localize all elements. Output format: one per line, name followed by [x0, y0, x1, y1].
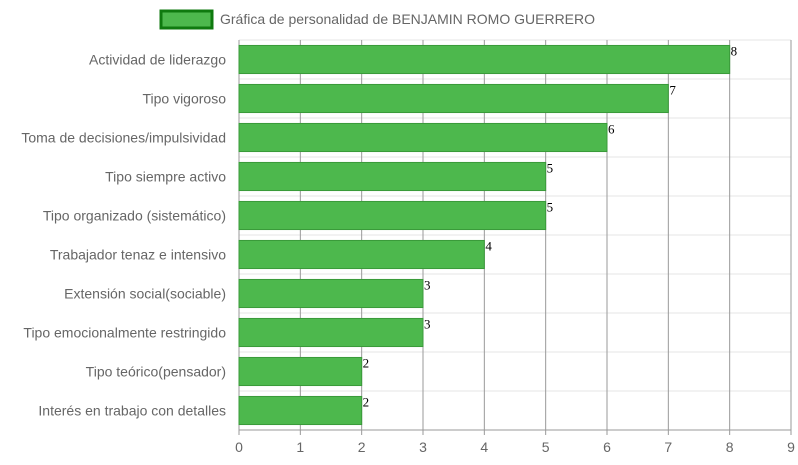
category-label: Tipo siempre activo — [105, 169, 226, 185]
x-tick-label: 9 — [787, 439, 795, 455]
category-label: Actividad de liderazgo — [89, 52, 226, 68]
bar[interactable] — [238, 356, 363, 387]
data-label: 2 — [363, 395, 370, 410]
category-label: Tipo emocionalmente restringido — [23, 325, 226, 341]
x-tick-label: 5 — [542, 439, 550, 455]
data-label: 8 — [731, 44, 738, 59]
bar[interactable] — [238, 395, 363, 426]
category-label: Tipo organizado (sistemático) — [43, 208, 226, 224]
data-label: 5 — [547, 161, 554, 176]
x-tick-label: 1 — [296, 439, 304, 455]
bar[interactable] — [238, 44, 731, 75]
data-label: 3 — [424, 278, 431, 293]
x-tick-label: 4 — [480, 439, 488, 455]
bars — [238, 44, 731, 426]
x-tick-label: 8 — [726, 439, 734, 455]
data-label: 4 — [485, 239, 492, 254]
data-label: 5 — [547, 200, 554, 215]
labels: Actividad de liderazgo 8 Tipo vigoroso 7 Tom… — [21, 44, 737, 419]
x-tick-label: 6 — [603, 439, 611, 455]
bar[interactable] — [238, 83, 669, 114]
category-label: Tipo vigoroso — [142, 91, 226, 107]
category-label: Trabajador tenaz e intensivo — [50, 247, 226, 263]
category-label: Extensión social(sociable) — [64, 286, 226, 302]
category-label: Interés en trabajo con detalles — [38, 403, 226, 419]
data-label: 6 — [608, 122, 615, 137]
bar[interactable] — [238, 278, 424, 309]
legend-swatch — [159, 9, 214, 30]
bar[interactable] — [238, 200, 547, 231]
category-label: Toma de decisiones/impulsividad — [21, 130, 226, 146]
bar[interactable] — [238, 122, 608, 153]
x-tick-label: 0 — [235, 439, 243, 455]
legend-label: Gráfica de personalidad de BENJAMIN ROMO… — [220, 11, 595, 27]
x-tick-label: 2 — [358, 439, 366, 455]
bar[interactable] — [238, 161, 547, 192]
data-label: 7 — [669, 83, 676, 98]
bar[interactable] — [238, 239, 485, 270]
bar[interactable] — [238, 317, 424, 348]
x-tick-label: 7 — [664, 439, 672, 455]
x-tick-label: 3 — [419, 439, 427, 455]
category-label: Tipo teórico(pensador) — [86, 364, 226, 380]
axes: 0 1 2 3 4 5 6 7 8 9 — [235, 429, 795, 455]
legend[interactable]: Gráfica de personalidad de BENJAMIN ROMO… — [159, 9, 595, 30]
data-label: 3 — [424, 317, 431, 332]
data-label: 2 — [363, 356, 370, 371]
